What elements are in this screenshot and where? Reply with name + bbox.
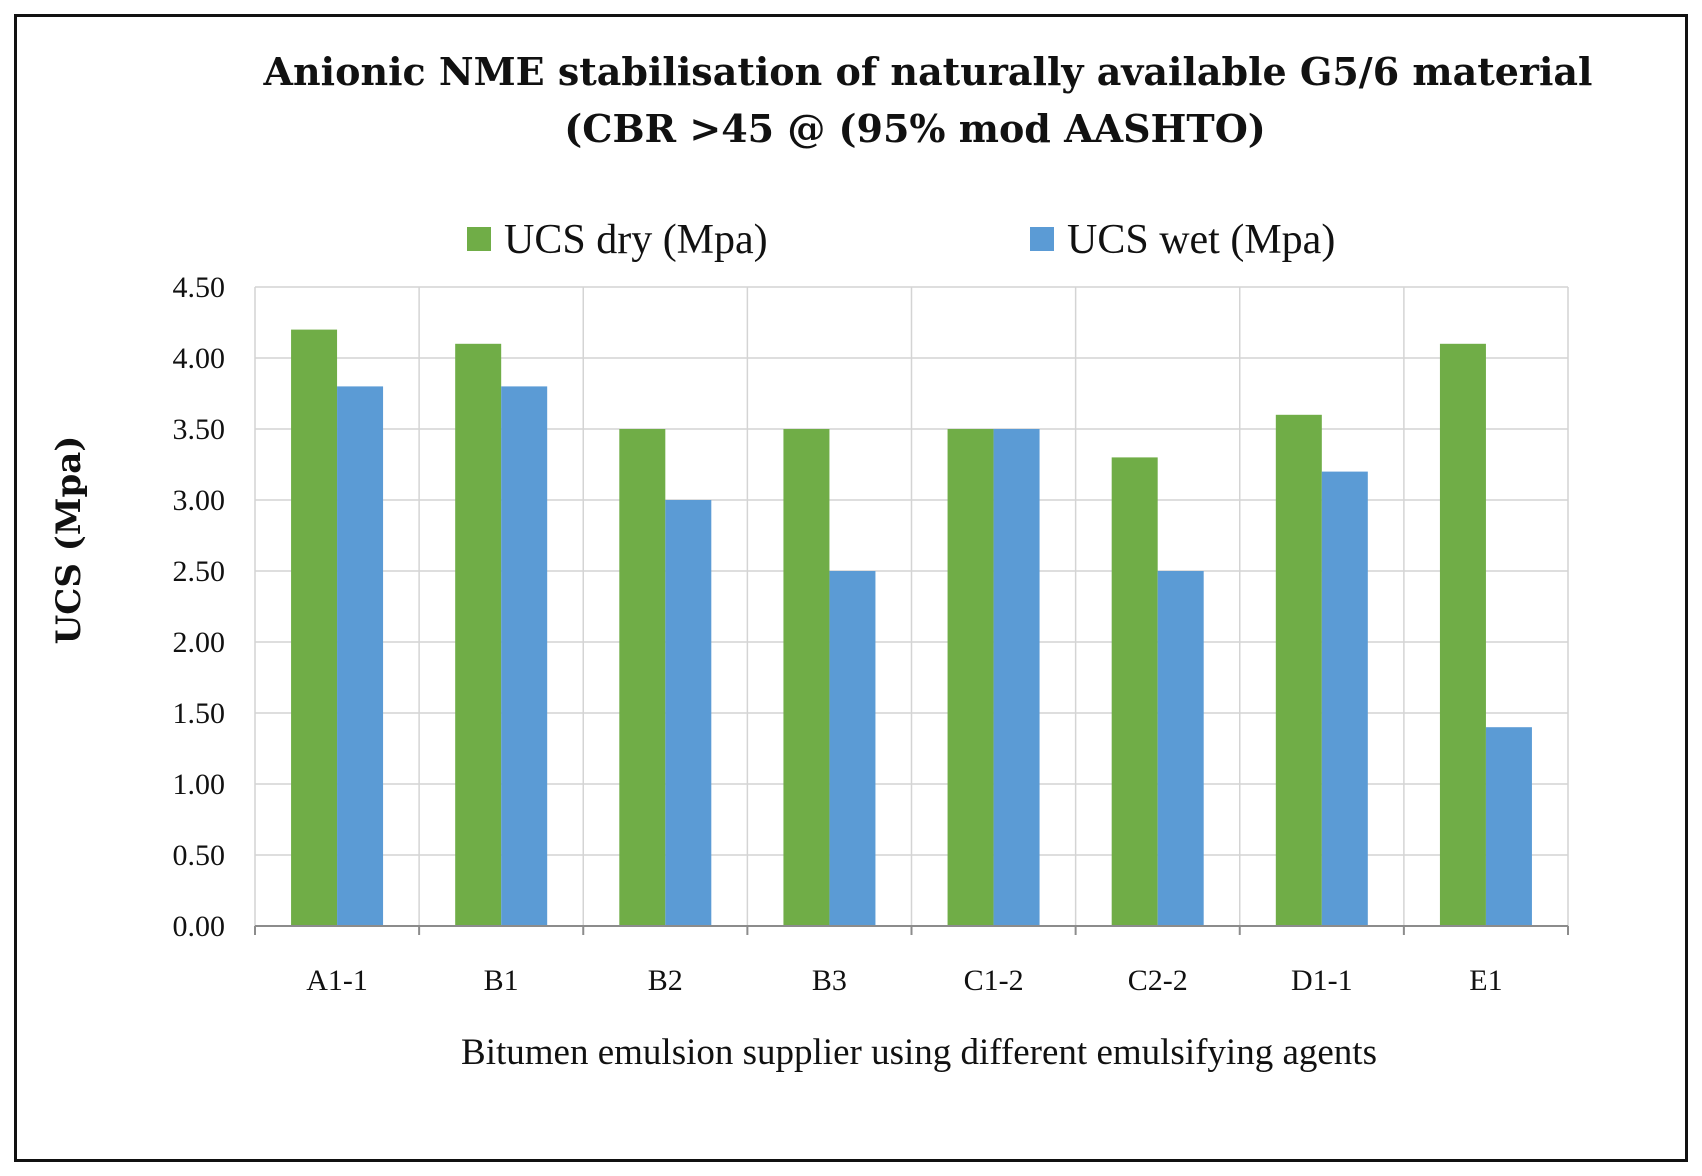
x-tick-labels: A1-1 B1 B2 B3 C1-2 C2-2 D1-1 E1 — [306, 964, 1502, 997]
bar-wet-b2 — [665, 500, 712, 926]
y-tick-label: 3.00 — [173, 484, 226, 517]
bar-dry-a1-1 — [291, 329, 338, 927]
bar-wet-a1-1 — [337, 386, 384, 926]
y-tick-labels: 0.00 0.50 1.00 1.50 2.00 2.50 3.00 3.50 4.00 4.50 — [173, 271, 226, 943]
y-tick-label: 1.50 — [173, 697, 226, 730]
bar-dry-b2 — [619, 429, 666, 926]
x-tick-label: B1 — [484, 964, 519, 997]
x-tick-label: A1-1 — [306, 964, 368, 997]
bar-dry-d1-1 — [1275, 414, 1322, 926]
legend-swatch-dry — [467, 227, 491, 251]
y-tick-label: 4.00 — [173, 342, 226, 375]
bar-wet-c2-2 — [1157, 571, 1204, 926]
x-axis-label: Bitumen emulsion supplier using differen… — [461, 1032, 1377, 1073]
bar-dry-c2-2 — [1111, 457, 1158, 926]
chart-title-line-2: (CBR >45 @ (95% mod AASHTO) — [564, 106, 1266, 151]
bars — [291, 329, 1532, 927]
y-tick-label: 0.50 — [173, 839, 226, 872]
x-tick-label: B3 — [812, 964, 847, 997]
x-tick-label: E1 — [1469, 964, 1502, 997]
bar-dry-c1-2 — [947, 429, 994, 926]
y-tick-label: 3.50 — [173, 413, 226, 446]
x-tick-label: C2-2 — [1128, 964, 1188, 997]
bar-wet-d1-1 — [1321, 471, 1368, 926]
axes — [254, 925, 1569, 935]
legend-label-dry: UCS dry (Mpa) — [504, 217, 768, 263]
bar-dry-b1 — [455, 343, 502, 926]
bar-wet-e1 — [1485, 727, 1532, 926]
y-tick-label: 4.50 — [173, 271, 226, 304]
y-tick-label: 1.00 — [173, 768, 226, 801]
y-tick-label: 2.50 — [173, 555, 226, 588]
x-tick-label: B2 — [648, 964, 683, 997]
y-tick-label: 0.00 — [173, 910, 226, 943]
x-tick-label: C1-2 — [964, 964, 1024, 997]
grid-lines — [254, 286, 1569, 926]
legend: UCS dry (Mpa) UCS wet (Mpa) — [467, 217, 1335, 263]
bar-wet-b1 — [501, 386, 548, 926]
y-axis-label: UCS (Mpa) — [49, 436, 89, 645]
x-tick-label: D1-1 — [1291, 964, 1353, 997]
chart-title-line-1: Anionic NME stabilisation of naturally a… — [263, 49, 1593, 94]
legend-label-wet: UCS wet (Mpa) — [1067, 217, 1335, 263]
bar-dry-b3 — [783, 429, 830, 926]
bar-wet-c1-2 — [993, 429, 1040, 926]
bar-wet-b3 — [829, 571, 876, 926]
bar-dry-e1 — [1439, 343, 1486, 926]
y-tick-label: 2.00 — [173, 626, 226, 659]
legend-swatch-wet — [1030, 227, 1054, 251]
